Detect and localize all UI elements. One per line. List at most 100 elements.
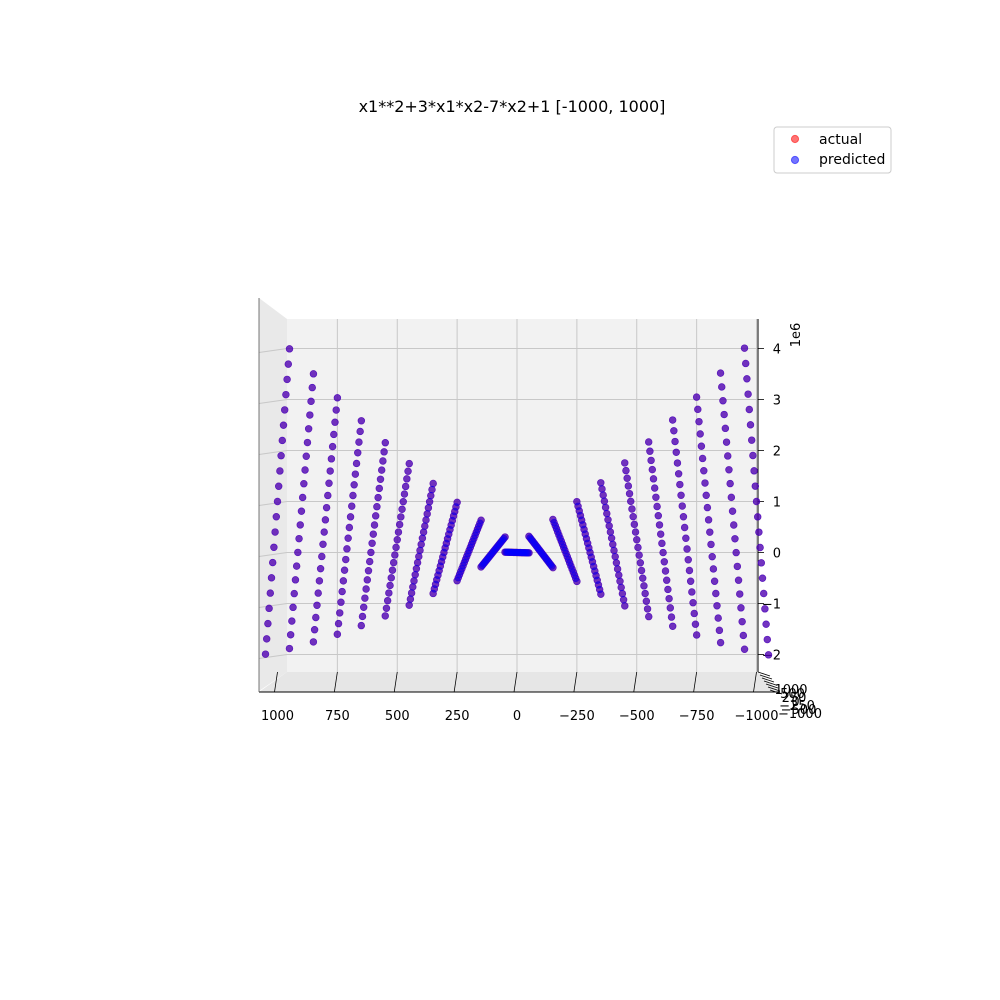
point-predicted (709, 565, 718, 573)
x-tick-label: −250 (559, 709, 595, 724)
legend: actual predicted (773, 126, 892, 174)
point-predicted (312, 613, 320, 622)
y-tick-label: −1000 (778, 707, 822, 722)
point-predicted (676, 480, 684, 489)
point-predicted (309, 370, 318, 378)
x-tick-mark (753, 671, 757, 693)
x-tick-label: 1000 (261, 709, 294, 724)
point-predicted (316, 564, 325, 573)
point-predicted (706, 528, 714, 536)
point-predicted (345, 523, 354, 532)
point-predicted (597, 590, 605, 598)
point-predicted (389, 558, 398, 567)
point-predicted (342, 555, 350, 564)
point-predicted (393, 536, 401, 544)
point-predicted (755, 528, 763, 536)
point-predicted (398, 505, 406, 513)
point-predicted (749, 451, 757, 460)
y-tick-mark (759, 674, 773, 680)
point-predicted (386, 581, 394, 590)
point-predicted (382, 604, 391, 612)
point-predicted (652, 493, 660, 501)
point-predicted (412, 564, 421, 573)
point-predicted (285, 345, 294, 353)
point-predicted (698, 454, 707, 463)
point-predicted (298, 493, 307, 502)
z-tick-label: 3 (773, 394, 781, 409)
point-predicted (725, 466, 733, 474)
point-predicted (682, 534, 690, 542)
point-predicted (625, 489, 634, 498)
point-predicted (642, 597, 651, 605)
grid-line-side (258, 399, 288, 404)
x-tick-mark (633, 671, 638, 693)
point-predicted (292, 562, 301, 570)
point-predicted (734, 576, 743, 584)
grid-line-side (258, 501, 288, 506)
point-predicted (606, 528, 615, 536)
point-predicted (285, 644, 294, 653)
point-predicted (611, 552, 619, 561)
point-predicted (339, 577, 348, 585)
point-predicted (320, 528, 328, 536)
point-predicted (368, 539, 376, 547)
point-predicted (381, 612, 389, 620)
point-predicted (736, 590, 744, 598)
point-predicted (423, 510, 431, 518)
point-predicted (357, 417, 366, 425)
point-predicted (340, 566, 349, 574)
point-predicted (732, 548, 740, 557)
point-predicted (746, 421, 755, 429)
point-predicted (395, 520, 404, 529)
point-predicted (683, 545, 691, 553)
point-predicted (719, 397, 727, 405)
point-predicted (289, 603, 297, 612)
point-predicted (629, 512, 637, 521)
point-predicted (355, 438, 363, 446)
y-tick-mark (769, 689, 783, 695)
point-predicted (338, 587, 346, 596)
x-tick-label: 250 (445, 709, 470, 724)
x-tick-mark (693, 671, 698, 693)
point-predicted (573, 577, 581, 586)
point-predicted (348, 502, 356, 510)
point-predicted (757, 559, 765, 567)
point-predicted (741, 359, 750, 368)
point-predicted (328, 442, 337, 451)
point-predicted (306, 411, 314, 419)
x-tick-label: 750 (325, 709, 350, 724)
point-predicted (370, 521, 379, 529)
point-predicted (453, 498, 461, 507)
point-predicted (641, 589, 649, 598)
legend-frame (773, 126, 892, 174)
point-predicted (660, 558, 668, 566)
point-predicted (270, 543, 278, 551)
y-tick-label: −250 (779, 699, 815, 714)
point-predicted (315, 577, 324, 585)
point-predicted (307, 397, 315, 406)
point-predicted (673, 459, 682, 467)
point-predicted (303, 438, 312, 447)
point-predicted (383, 596, 392, 605)
point-predicted (344, 534, 352, 542)
point-predicted (721, 424, 730, 433)
y-tick-label: 500 (780, 687, 805, 702)
point-predicted (601, 503, 610, 512)
y-tick-label: 250 (782, 691, 807, 706)
point-predicted (272, 513, 280, 521)
point-predicted (613, 565, 622, 573)
point-predicted (740, 344, 749, 352)
point-predicted (333, 630, 342, 638)
point-predicted (647, 456, 655, 465)
point-predicted (599, 491, 607, 499)
point-predicted (739, 631, 748, 640)
point-predicted (716, 638, 725, 647)
point-predicted (372, 512, 380, 520)
x-tick-mark (573, 671, 578, 693)
pane-back (287, 319, 758, 672)
point-predicted (358, 612, 367, 621)
point-predicted (366, 557, 374, 566)
point-predicted (301, 466, 309, 474)
point-predicted (633, 536, 641, 544)
